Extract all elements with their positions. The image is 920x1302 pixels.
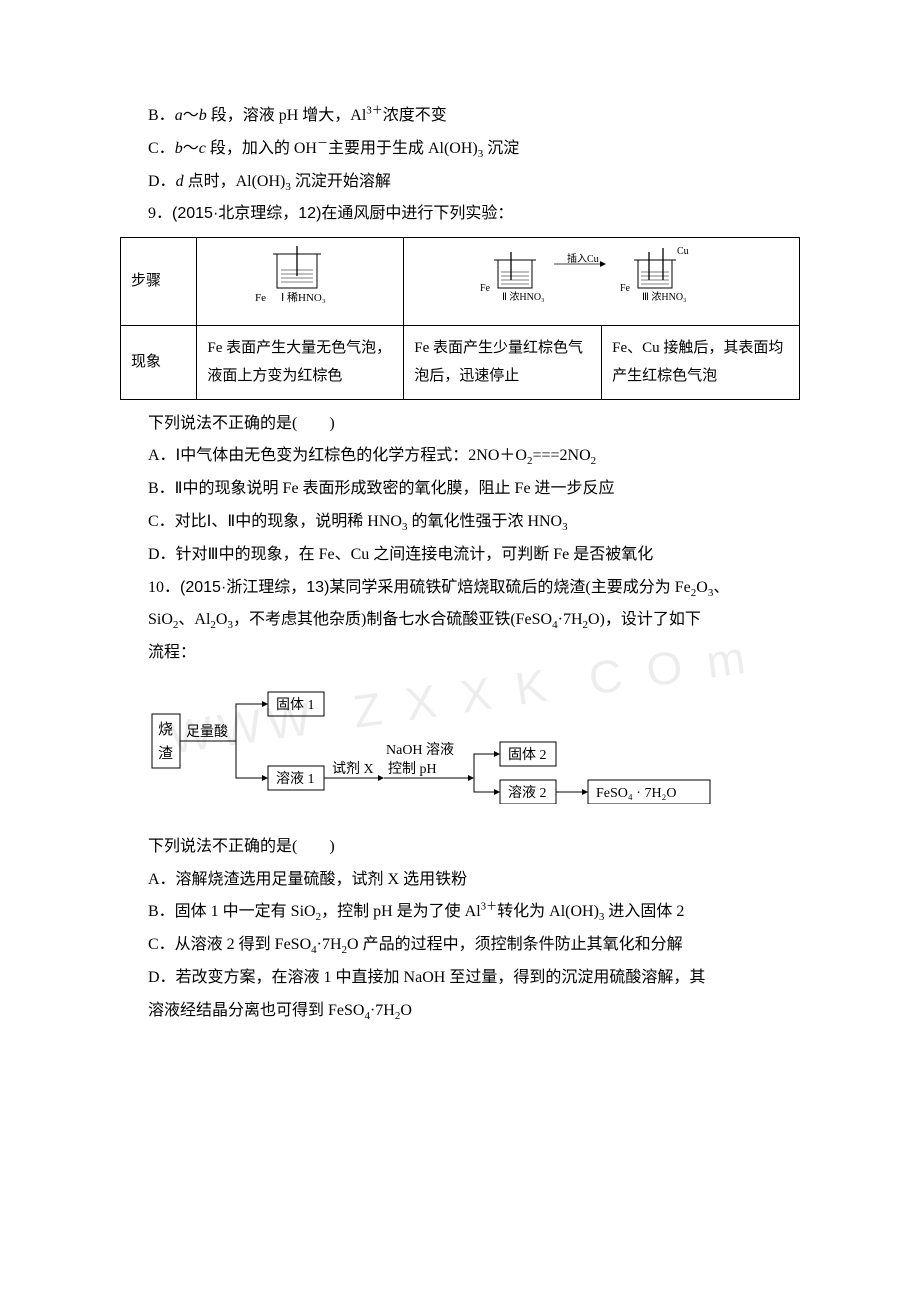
text-line: SiO2、Al2O3，不考虑其他杂质)制备七水合硫酸亚铁(FeSO4·7H2O)… [120, 604, 800, 637]
row-label: 现象 [121, 325, 197, 399]
svg-text:溶液 2: 溶液 2 [508, 785, 547, 801]
text-line: C．b～c 段，加入的 OH－主要用于生成 Al(OH)3 沉淀 [120, 133, 800, 166]
row-label: 步骤 [121, 238, 197, 326]
svg-text:Cu: Cu [677, 246, 689, 257]
option: B．Ⅱ中的现象说明 Fe 表面形成致密的氧化膜，阻止 Fe 进一步反应 [120, 473, 800, 506]
svg-text:Ⅰ 稀HNO₃: Ⅰ 稀HNO₃ [281, 291, 326, 304]
option: D．若改变方案，在溶液 1 中直接加 NaOH 至过量，得到的沉淀用硫酸溶解，其 [120, 962, 800, 995]
svg-text:足量酸: 足量酸 [186, 724, 228, 740]
svg-text:控制 pH: 控制 pH [388, 761, 437, 777]
option: A．Ⅰ中气体由无色变为红棕色的化学方程式：2NO＋O2===2NO2 [120, 440, 800, 473]
option: D．针对Ⅲ中的现象，在 Fe、Cu 之间连接电流计，可判断 Fe 是否被氧化 [120, 539, 800, 572]
svg-text:固体 2: 固体 2 [508, 747, 547, 763]
svg-text:试剂 X: 试剂 X [332, 761, 374, 777]
question-10-tail: 下列说法不正确的是( ) [120, 831, 800, 864]
experiment-table: 步骤 Fe Ⅰ 稀HNO₃ Fe Ⅱ [120, 237, 800, 400]
table-row: 步骤 Fe Ⅰ 稀HNO₃ Fe Ⅱ [121, 238, 800, 326]
question-9-tail: 下列说法不正确的是( ) [120, 408, 800, 441]
observation-cell: Fe 表面产生少量红棕色气泡后，迅速停止 [404, 325, 602, 399]
option: C．从溶液 2 得到 FeSO4·7H2O 产品的过程中，须控制条件防止其氧化和… [120, 929, 800, 962]
text-line: B．a～b 段，溶液 pH 增大，Al3＋浓度不变 [120, 100, 800, 133]
beaker-diagram-2-3: Fe Ⅱ 浓HNO₃ 插入Cu Cu Fe Ⅲ 浓HNO₃ [442, 246, 762, 306]
svg-text:溶液 1: 溶液 1 [276, 771, 315, 787]
text-line: D．d 点时，Al(OH)3 沉淀开始溶解 [120, 166, 800, 199]
svg-text:Fe: Fe [620, 283, 631, 294]
question-10-head: 10．(2015·浙江理综，13)某同学采用硫铁矿焙烧取硫后的烧渣(主要成分为 … [120, 572, 800, 605]
option: B．固体 1 中一定有 SiO2，控制 pH 是为了使 Al3＋转化为 Al(O… [120, 896, 800, 929]
svg-text:NaOH 溶液: NaOH 溶液 [386, 742, 454, 758]
option: A．溶解烧渣选用足量硫酸，试剂 X 选用铁粉 [120, 864, 800, 897]
svg-text:Fe: Fe [255, 292, 266, 304]
observation-cell: Fe、Cu 接触后，其表面均产生红棕色气泡 [602, 325, 800, 399]
question-9-head: 9．(2015·北京理综，12)在通风厨中进行下列实验： [120, 198, 800, 231]
flow-diagram: 烧 渣 足量酸 固体 1 溶液 1 试剂 X NaOH 溶液 控制 pH 固体 … [120, 684, 800, 817]
svg-text:Ⅲ 浓HNO₃: Ⅲ 浓HNO₃ [642, 291, 687, 303]
text-line: 流程： [120, 637, 800, 670]
diagram-cell-1: Fe Ⅰ 稀HNO₃ [197, 238, 404, 326]
svg-text:Fe: Fe [480, 283, 491, 294]
diagram-cell-2-3: Fe Ⅱ 浓HNO₃ 插入Cu Cu Fe Ⅲ 浓HNO₃ [404, 238, 800, 326]
svg-text:FeSO₄ · 7H₂O: FeSO₄ · 7H₂O [596, 786, 677, 801]
table-row: 现象 Fe 表面产生大量无色气泡，液面上方变为红棕色 Fe 表面产生少量红棕色气… [121, 325, 800, 399]
svg-text:烧: 烧 [158, 721, 173, 738]
svg-text:插入Cu: 插入Cu [567, 252, 599, 265]
option-cont: 溶液经结晶分离也可得到 FeSO4·7H2O [120, 995, 800, 1028]
option: C．对比Ⅰ、Ⅱ中的现象，说明稀 HNO3 的氧化性强于浓 HNO3 [120, 506, 800, 539]
svg-text:Ⅱ 浓HNO₃: Ⅱ 浓HNO₃ [502, 291, 545, 303]
observation-cell: Fe 表面产生大量无色气泡，液面上方变为红棕色 [197, 325, 404, 399]
svg-text:固体 1: 固体 1 [276, 697, 315, 713]
svg-text:渣: 渣 [158, 745, 173, 762]
beaker-diagram-1: Fe Ⅰ 稀HNO₃ [225, 246, 375, 306]
